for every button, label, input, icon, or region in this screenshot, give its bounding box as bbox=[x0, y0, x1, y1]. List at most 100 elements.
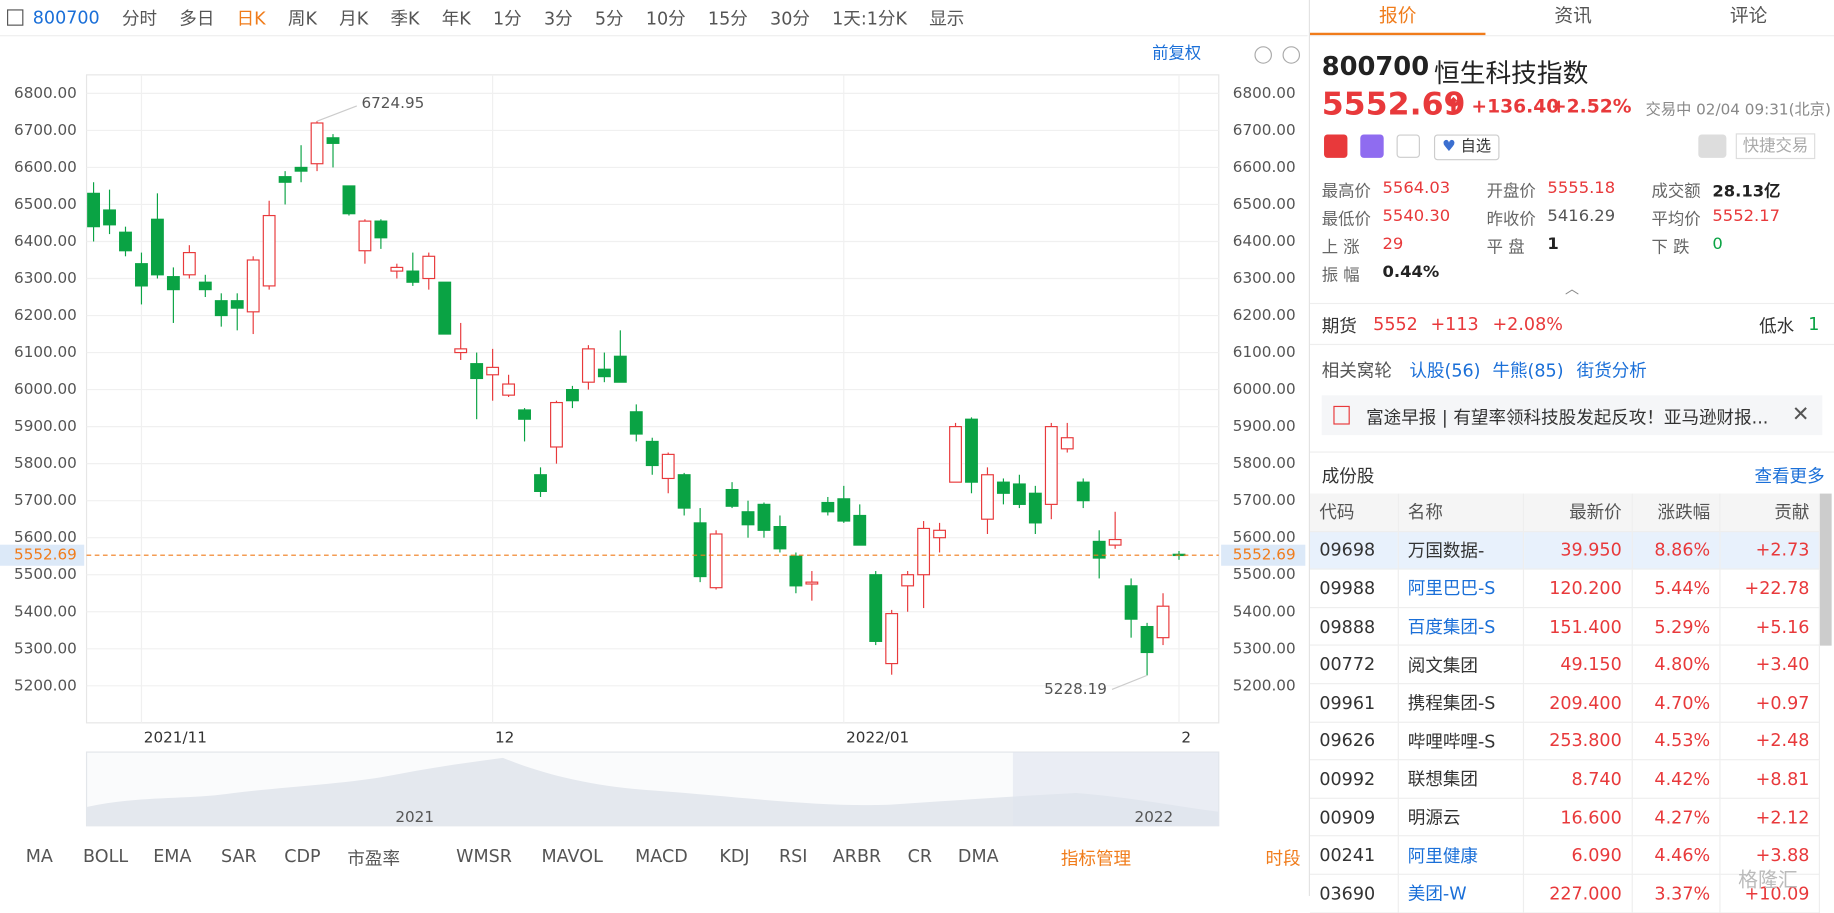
table-row[interactable]: 09961 携程集团-S 209.400 4.70% +0.97 bbox=[1309, 683, 1820, 723]
news-icon bbox=[1333, 405, 1350, 425]
navigator-window[interactable] bbox=[1012, 752, 1219, 826]
watch-button[interactable]: ♥ 自选 bbox=[1433, 134, 1500, 161]
panel-tab[interactable]: 评论 bbox=[1729, 4, 1768, 27]
news-text[interactable]: 富途早报 | 有望率领科技股发起反攻！亚马逊财报... bbox=[1366, 407, 1769, 429]
indicator-tab[interactable]: ARBR bbox=[832, 845, 882, 867]
period-toggle[interactable]: 时段 bbox=[1265, 847, 1301, 870]
indicator-tab[interactable]: 市盈率 bbox=[347, 847, 401, 870]
indicator-tab[interactable]: DMA bbox=[957, 845, 999, 867]
indicator-tab[interactable]: EMA bbox=[153, 845, 192, 867]
quote-code: 800700 bbox=[1321, 52, 1430, 82]
y2-tick-label: 6700.00 bbox=[1233, 121, 1296, 139]
period-tab[interactable]: 15分 bbox=[707, 7, 748, 29]
futures-pct: +2.08% bbox=[1492, 313, 1563, 335]
note-icon[interactable] bbox=[1396, 134, 1420, 158]
period-tab[interactable]: 年K bbox=[441, 7, 471, 29]
candle-body bbox=[805, 581, 819, 585]
table-cell[interactable]: 哔哩哔哩-S bbox=[1397, 721, 1525, 761]
quick-trade[interactable]: 快捷交易 bbox=[1735, 133, 1816, 160]
candle-body bbox=[518, 409, 531, 420]
news-close[interactable]: ✕ bbox=[1791, 402, 1810, 427]
period-tab[interactable]: 10分 bbox=[645, 7, 686, 29]
table-cell[interactable]: 携程集团-S bbox=[1397, 683, 1525, 723]
period-tabs: 分时 多日 日K 周K 月K 季K 年K 1分 3分 5分 10分 15分 30分 bbox=[122, 5, 832, 30]
indicator-tab[interactable]: KDJ bbox=[719, 845, 750, 867]
candle-body bbox=[597, 368, 611, 378]
zoom-in[interactable] bbox=[1282, 46, 1301, 64]
candle-body bbox=[1108, 538, 1122, 546]
period-tab[interactable]: 分时 bbox=[121, 7, 158, 29]
warrant-link[interactable]: 认股(56) bbox=[1409, 360, 1481, 382]
table-cell[interactable]: 万国数据- bbox=[1397, 531, 1525, 570]
table-cell[interactable]: 美团-W bbox=[1397, 874, 1525, 913]
table-cell: 16.600 bbox=[1523, 797, 1633, 837]
table-cell[interactable]: 联想集团 bbox=[1397, 759, 1525, 799]
more-link[interactable]: 查看更多 bbox=[1754, 465, 1825, 487]
indicator-tab[interactable]: BOLL bbox=[83, 845, 129, 867]
panel-tab[interactable]: 报价 bbox=[1309, 0, 1486, 36]
indicator-manage[interactable]: 指标管理 bbox=[1060, 847, 1132, 870]
period-tab[interactable]: 季K bbox=[390, 7, 420, 29]
stat-value: 0 bbox=[1712, 235, 1723, 254]
period-tab[interactable]: 月K bbox=[339, 7, 369, 29]
candle-body bbox=[949, 426, 962, 483]
table-row[interactable]: 09888 百度集团-S 151.400 5.29% +5.16 bbox=[1309, 607, 1820, 647]
warrant-link[interactable]: 牛熊(85) bbox=[1492, 360, 1564, 382]
table-cell: 4.70% bbox=[1631, 683, 1721, 723]
table-cell: 4.80% bbox=[1631, 645, 1721, 685]
table-cell: +3.88 bbox=[1720, 836, 1820, 875]
candle-body bbox=[693, 522, 707, 578]
table-row[interactable]: 00992 联想集团 8.740 4.42% +8.81 bbox=[1309, 759, 1820, 799]
period-tab[interactable]: 周K bbox=[287, 7, 317, 29]
scrollbar[interactable] bbox=[1819, 493, 1832, 646]
candle-body bbox=[326, 137, 340, 144]
indicator-tab[interactable]: SAR bbox=[221, 845, 257, 867]
table-row[interactable]: 00772 阅文集团 49.150 4.80% +3.40 bbox=[1309, 645, 1820, 685]
indicator-tab[interactable]: WMSR bbox=[456, 845, 512, 867]
table-cell[interactable]: 百度集团-S bbox=[1397, 607, 1525, 647]
period-tab[interactable]: 1分 bbox=[493, 7, 522, 29]
table-cell[interactable]: 明源云 bbox=[1397, 797, 1525, 837]
adjust-toggle[interactable]: 前复权 bbox=[1152, 43, 1201, 62]
table-cell[interactable]: 阅文集团 bbox=[1397, 645, 1525, 685]
table-cell: +8.81 bbox=[1720, 759, 1820, 799]
column-header[interactable]: 涨跌幅 bbox=[1631, 493, 1721, 532]
alert-button[interactable] bbox=[1698, 134, 1727, 158]
period-tab[interactable]: 3分 bbox=[543, 7, 573, 29]
period-tab[interactable]: 30分 bbox=[770, 7, 810, 29]
table-cell: 09888 bbox=[1309, 607, 1399, 647]
news-bar[interactable] bbox=[1321, 395, 1823, 436]
indicator-tab[interactable]: CR bbox=[907, 845, 933, 867]
table-row[interactable]: 00241 阿里健康 6.090 4.46% +3.88 bbox=[1309, 836, 1820, 875]
indicator-tab[interactable]: CDP bbox=[284, 845, 321, 867]
candle-body bbox=[198, 281, 212, 291]
candle-body bbox=[406, 270, 420, 283]
indicator-tab[interactable]: RSI bbox=[778, 845, 808, 867]
table-cell[interactable]: 阿里巴巴-S bbox=[1397, 569, 1525, 608]
collapse[interactable]: ︿ bbox=[1564, 280, 1580, 298]
period-tab[interactable]: 日K bbox=[236, 7, 266, 29]
table-cell[interactable]: 阿里健康 bbox=[1397, 836, 1525, 875]
indicator-tab[interactable]: MACD bbox=[635, 845, 688, 867]
table-cell: 00992 bbox=[1309, 759, 1399, 799]
separator bbox=[1309, 302, 1834, 305]
sidebar-toggle[interactable] bbox=[7, 9, 24, 26]
warrant-link[interactable]: 街货分析 bbox=[1576, 360, 1647, 382]
zoom-out[interactable] bbox=[1254, 46, 1272, 64]
y-tick-label: 5800.00 bbox=[14, 454, 77, 472]
indicator-tab[interactable]: MAVOL bbox=[541, 845, 603, 867]
display-select[interactable]: 显示 bbox=[929, 7, 965, 29]
candle-body bbox=[534, 474, 547, 493]
panel-tab[interactable]: 资讯 bbox=[1554, 4, 1592, 27]
period-tab[interactable]: 5分 bbox=[594, 7, 624, 29]
period-select[interactable]: 1天:1分K bbox=[832, 7, 907, 29]
table-cell: 39.950 bbox=[1523, 531, 1633, 570]
table-row[interactable]: 09626 哔哩哔哩-S 253.800 4.53% +2.48 bbox=[1309, 721, 1820, 761]
quote-price: 5552.69 bbox=[1321, 86, 1466, 123]
table-row[interactable]: 09988 阿里巴巴-S 120.200 5.44% +22.78 bbox=[1309, 569, 1820, 608]
stat-value: 0.44% bbox=[1382, 263, 1440, 282]
table-row[interactable]: 09698 万国数据- 39.950 8.86% +2.73 bbox=[1309, 531, 1820, 570]
table-row[interactable]: 00909 明源云 16.600 4.27% +2.12 bbox=[1309, 797, 1820, 837]
period-tab[interactable]: 多日 bbox=[179, 7, 215, 29]
indicator-tab[interactable]: MA bbox=[25, 845, 53, 867]
